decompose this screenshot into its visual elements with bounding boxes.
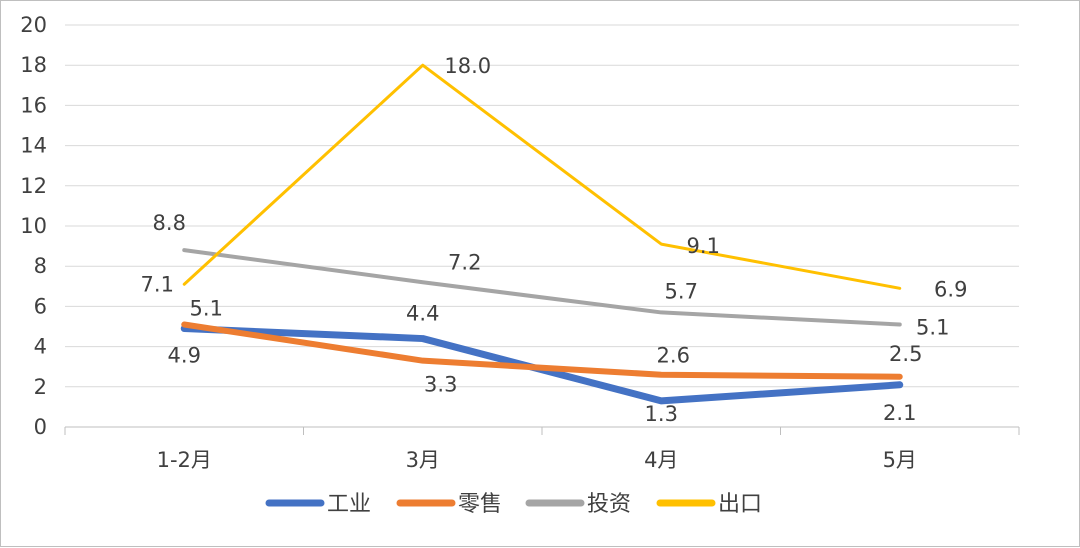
data-label: 1.3: [645, 402, 678, 426]
x-tick-label: 3月: [406, 448, 440, 472]
legend-label: 出口: [718, 492, 762, 517]
series-line-4: [182, 63, 902, 290]
data-label: 9.1: [687, 234, 720, 258]
legend-label: 零售: [458, 492, 502, 517]
data-label: 2.5: [889, 342, 922, 366]
data-label: 4.9: [168, 344, 201, 368]
y-tick-label: 20: [20, 13, 47, 37]
data-label: 5.1: [190, 296, 223, 320]
data-label: 8.8: [153, 211, 186, 235]
data-label: 6.9: [934, 277, 967, 301]
x-axis: [64, 426, 1020, 435]
data-label: 2.1: [883, 401, 916, 425]
y-tick-label: 6: [34, 294, 47, 318]
y-tick-label: 10: [20, 214, 47, 238]
x-axis-ticks: 1-2月 3月 4月 5月: [157, 448, 917, 472]
y-tick-label: 2: [34, 375, 47, 399]
legend-label: 投资: [587, 492, 631, 517]
data-label: 4.4: [406, 302, 439, 326]
series-lines: [180, 63, 904, 405]
y-tick-label: 4: [34, 335, 47, 359]
x-tick-label: 5月: [883, 448, 917, 472]
legend: 工业 零售 投资 出口: [265, 492, 762, 517]
data-label: 2.6: [657, 344, 690, 368]
x-tick-label: 4月: [644, 448, 678, 472]
y-tick-label: 0: [34, 415, 47, 439]
data-label: 5.7: [665, 279, 698, 303]
x-tick-label: 1-2月: [157, 448, 212, 472]
y-tick-label: 14: [20, 134, 47, 158]
gridlines: [65, 24, 1019, 388]
y-tick-label: 16: [20, 93, 47, 117]
legend-label: 工业: [327, 492, 371, 517]
y-tick-label: 12: [20, 174, 47, 198]
data-label: 7.1: [141, 272, 174, 296]
series-line-3: [182, 248, 902, 327]
y-axis-ticks: 0 2 4 6 8 10 12 14 16 18 20: [20, 13, 47, 439]
data-labels: 4.9 4.4 1.3 2.1 5.1 3.3 2.6 2.5 8.8 7.2 5.7 5.1 7.1 1…: [141, 54, 968, 426]
data-label: 18.0: [444, 54, 491, 78]
data-label: 5.1: [916, 315, 949, 339]
data-label: 7.2: [448, 250, 481, 274]
data-label: 3.3: [424, 373, 457, 397]
y-tick-label: 8: [34, 254, 47, 278]
series-line-2: [181, 321, 903, 380]
y-tick-label: 18: [20, 53, 47, 77]
